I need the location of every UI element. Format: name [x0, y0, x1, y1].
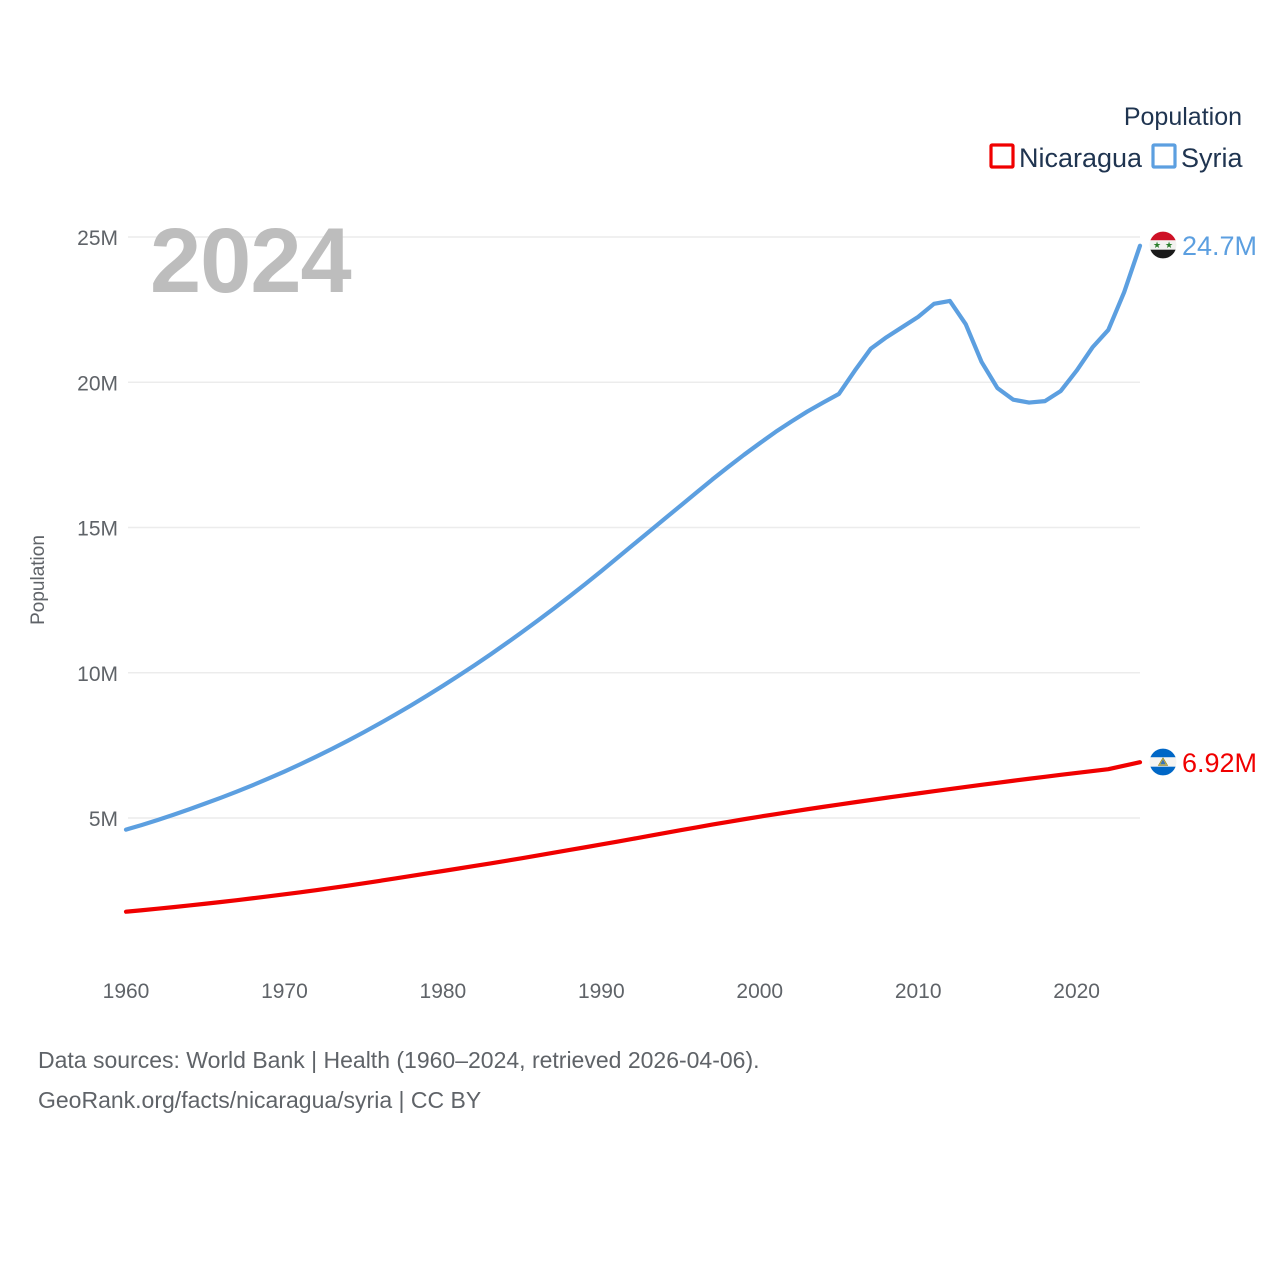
- end-marker-nicaragua: 6.92M: [1148, 747, 1257, 778]
- x-tick-1980: 1980: [420, 980, 467, 1003]
- y-tick-15M: 15M: [77, 518, 118, 541]
- end-marker-syria: ★ ★ 24.7M: [1148, 230, 1257, 261]
- year-watermark: 2024: [150, 210, 351, 312]
- series-lines: [123, 243, 1143, 914]
- y-axis-ticks: 5M 10M 15M 20M 25M: [77, 227, 118, 831]
- end-label-syria: 24.7M: [1182, 231, 1257, 261]
- series-line-nicaragua: [123, 760, 1143, 914]
- legend-swatch-syria[interactable]: [1151, 143, 1177, 169]
- x-tick-1970: 1970: [261, 980, 308, 1003]
- svg-text:★: ★: [1153, 241, 1161, 251]
- y-tick-20M: 20M: [77, 372, 118, 395]
- y-axis-title: Population: [28, 535, 49, 625]
- x-tick-2010: 2010: [895, 980, 942, 1003]
- x-tick-2000: 2000: [736, 980, 783, 1003]
- syria-flag-icon: ★ ★: [1148, 230, 1178, 260]
- legend-label-syria[interactable]: Syria: [1181, 143, 1243, 173]
- gridlines: [128, 236, 1140, 819]
- legend-title: Population: [1124, 103, 1242, 131]
- legend-item-syria[interactable]: Syria: [1151, 143, 1243, 173]
- footer-line-1: Data sources: World Bank | Health (1960–…: [38, 1047, 760, 1073]
- x-tick-2020: 2020: [1053, 980, 1100, 1003]
- x-tick-1960: 1960: [103, 980, 150, 1003]
- series-line-syria: [123, 243, 1143, 832]
- legend-swatch-nicaragua[interactable]: [989, 143, 1015, 169]
- x-tick-1990: 1990: [578, 980, 625, 1003]
- legend-label-nicaragua[interactable]: Nicaragua: [1019, 143, 1143, 173]
- y-tick-5M: 5M: [89, 808, 118, 831]
- svg-text:★: ★: [1165, 241, 1173, 251]
- end-label-nicaragua: 6.92M: [1182, 748, 1257, 778]
- y-tick-10M: 10M: [77, 663, 118, 686]
- footer-line-2: GeoRank.org/facts/nicaragua/syria | CC B…: [38, 1087, 481, 1113]
- legend-item-nicaragua[interactable]: Nicaragua: [989, 143, 1143, 173]
- x-axis-ticks: 1960 1970 1980 1990 2000 2010 2020: [103, 980, 1100, 1003]
- y-tick-25M: 25M: [77, 227, 118, 250]
- nicaragua-flag-icon: [1148, 747, 1178, 777]
- chart-legend: Population Nicaragua Syria: [989, 103, 1243, 173]
